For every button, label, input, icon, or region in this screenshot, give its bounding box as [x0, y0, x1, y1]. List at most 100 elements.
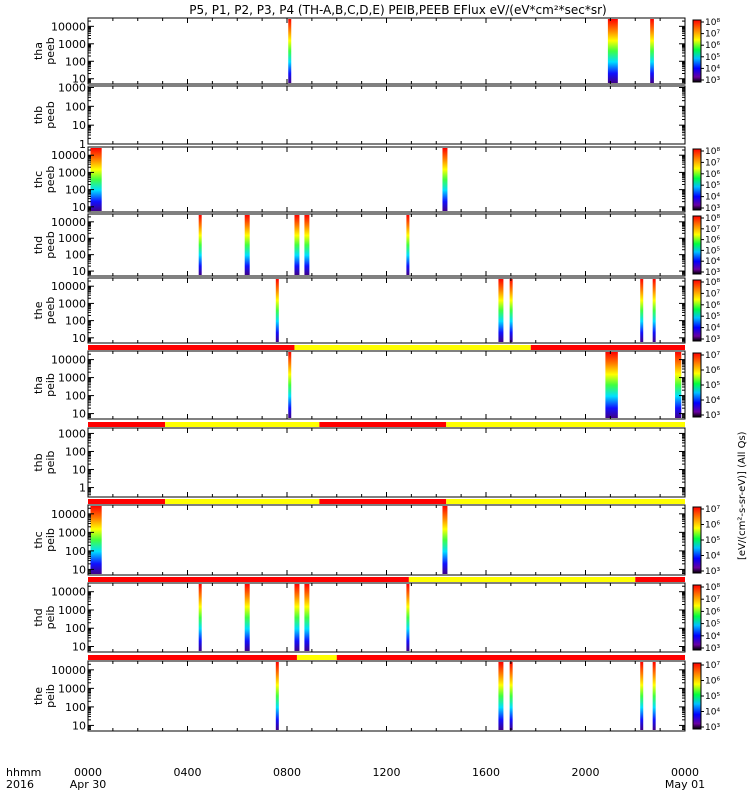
mode-bar-segment [88, 577, 409, 582]
spectrogram-burst [275, 279, 279, 342]
mode-bar-segment [88, 655, 297, 660]
colorbar-tick-label: 10³ [705, 411, 720, 421]
ytick-label: 1000 [58, 232, 86, 245]
spectrogram-burst [294, 215, 300, 275]
ytick-label: 10 [72, 201, 86, 214]
ytick-label: 10000 [51, 586, 86, 599]
time-tick-label: 1200 [373, 766, 401, 779]
ytick-label: 1000 [58, 604, 86, 617]
colorbar-tick-label: 10⁸ [705, 18, 720, 28]
colorbar-tick-label: 10⁶ [705, 521, 720, 531]
mode-bar-segment [446, 499, 685, 504]
panel-frame [87, 427, 686, 498]
mode-bar-segment [635, 577, 685, 582]
colorbar-tick-label: 10⁶ [705, 41, 720, 51]
spectrogram-burst [198, 584, 202, 651]
panel-probe-label: the [32, 687, 45, 705]
panel-probe-label: thd [32, 236, 45, 254]
spectrogram-burst [244, 584, 250, 651]
spectrogram-burst [509, 279, 513, 342]
colorbar-tick-label: 10⁶ [705, 170, 720, 180]
spectrogram-burst [198, 215, 202, 275]
colorbar-tick-label: 10⁶ [705, 677, 720, 687]
panel-frame [87, 85, 686, 145]
colorbar-tick-label: 10⁴ [705, 324, 720, 334]
time-tick-label: 0000 [74, 766, 102, 779]
panel-product-label: peib [44, 528, 57, 552]
spectrogram-burst [498, 279, 504, 342]
colorbar-tick-label: 10⁴ [705, 632, 720, 642]
colorbar-tick-label: 10⁷ [705, 661, 720, 671]
spectrogram-burst [509, 662, 513, 730]
panel-frame [87, 582, 686, 653]
ytick-label: 100 [65, 55, 86, 68]
colorbar-tick-label: 10⁷ [705, 351, 720, 361]
panel-frame [87, 146, 686, 213]
colorbar [692, 352, 702, 418]
colorbar-tick-label: 10⁷ [705, 595, 720, 605]
colorbar-tick-label: 10⁷ [705, 289, 720, 299]
colorbar-tick-label: 10⁴ [705, 64, 720, 74]
ytick-label: 100 [65, 622, 86, 635]
ytick-label: 100 [65, 390, 86, 403]
panel-the-peib: 10 100 1000 10000 the peib 10³ 10⁴ 10⁵ 10⁶ 10⁷ [32, 655, 720, 733]
panel-probe-label: the [32, 301, 45, 319]
panel-probe-label: tha [32, 376, 45, 394]
colorbar [692, 662, 702, 730]
ytick-label: 10 [72, 265, 86, 278]
colorbar-tick-label: 10⁵ [705, 181, 720, 191]
ytick-label: 10 [72, 73, 86, 86]
ytick-label: 1000 [58, 526, 86, 539]
spectrogram-burst [675, 352, 682, 418]
panel-product-label: peib [44, 606, 57, 630]
ytick-label: 1000 [58, 427, 86, 440]
ytick-label: 10 [72, 119, 86, 132]
colorbar-tick-label: 10³ [705, 723, 720, 733]
panel-frame [87, 277, 686, 344]
panel-frame [87, 213, 686, 277]
colorbar-tick-label: 10³ [705, 204, 720, 214]
panel-product-label: peeb [44, 297, 57, 325]
time-tick-label: 0000 [671, 766, 699, 779]
colorbar-tick-label: 10⁴ [705, 708, 720, 718]
time-unit-label: hhmm [6, 766, 41, 779]
panel-product-label: peeb [44, 101, 57, 129]
ytick-label: 10 [72, 641, 86, 654]
colorbar [692, 506, 702, 574]
ytick-label: 1000 [58, 682, 86, 695]
spectrogram-burst [650, 19, 654, 83]
panel-thb-peib: 1 10 100 1000 thb peib [32, 422, 686, 498]
panel-frame [87, 660, 686, 732]
ytick-label: 100 [65, 701, 86, 714]
panel-probe-label: thb [32, 106, 45, 124]
colorbar-tick-label: 10⁵ [705, 246, 720, 256]
mode-bar-segment [88, 422, 166, 427]
panel-product-label: peeb [44, 231, 57, 259]
colorbar [692, 584, 702, 651]
colorbar-tick-label: 10⁷ [705, 158, 720, 168]
colorbar-tick-label: 10³ [705, 567, 720, 577]
mode-bar-segment [530, 345, 685, 350]
mode-bar-segment [319, 422, 447, 427]
spectrogram-burst [288, 19, 292, 83]
colorbar-tick-label: 10⁷ [705, 505, 720, 515]
panel-frame [87, 504, 686, 576]
colorbar-tick-label: 10⁷ [705, 30, 720, 40]
ytick-label: 100 [65, 445, 86, 458]
spectrogram-burst [90, 506, 102, 574]
colorbar-tick-label: 10⁴ [705, 193, 720, 203]
ytick-label: 1000 [58, 38, 86, 51]
spectrogram-burst [294, 584, 300, 651]
ytick-label: 10000 [51, 280, 86, 293]
colorbar-tick-label: 10⁶ [705, 607, 720, 617]
colorbar-label: [eV/(cm²-s-sr-eV)] (All Qs) [737, 431, 748, 560]
panel-product-label: peeb [44, 166, 57, 194]
spectrogram-burst [605, 352, 618, 418]
date-label: Apr 30 [70, 778, 107, 791]
panel-tha-peib: 10 100 1000 10000 tha peib 10³ 10⁴ 10⁵ 10⁶ 10⁷ [32, 345, 720, 421]
ytick-label: 10000 [51, 20, 86, 33]
